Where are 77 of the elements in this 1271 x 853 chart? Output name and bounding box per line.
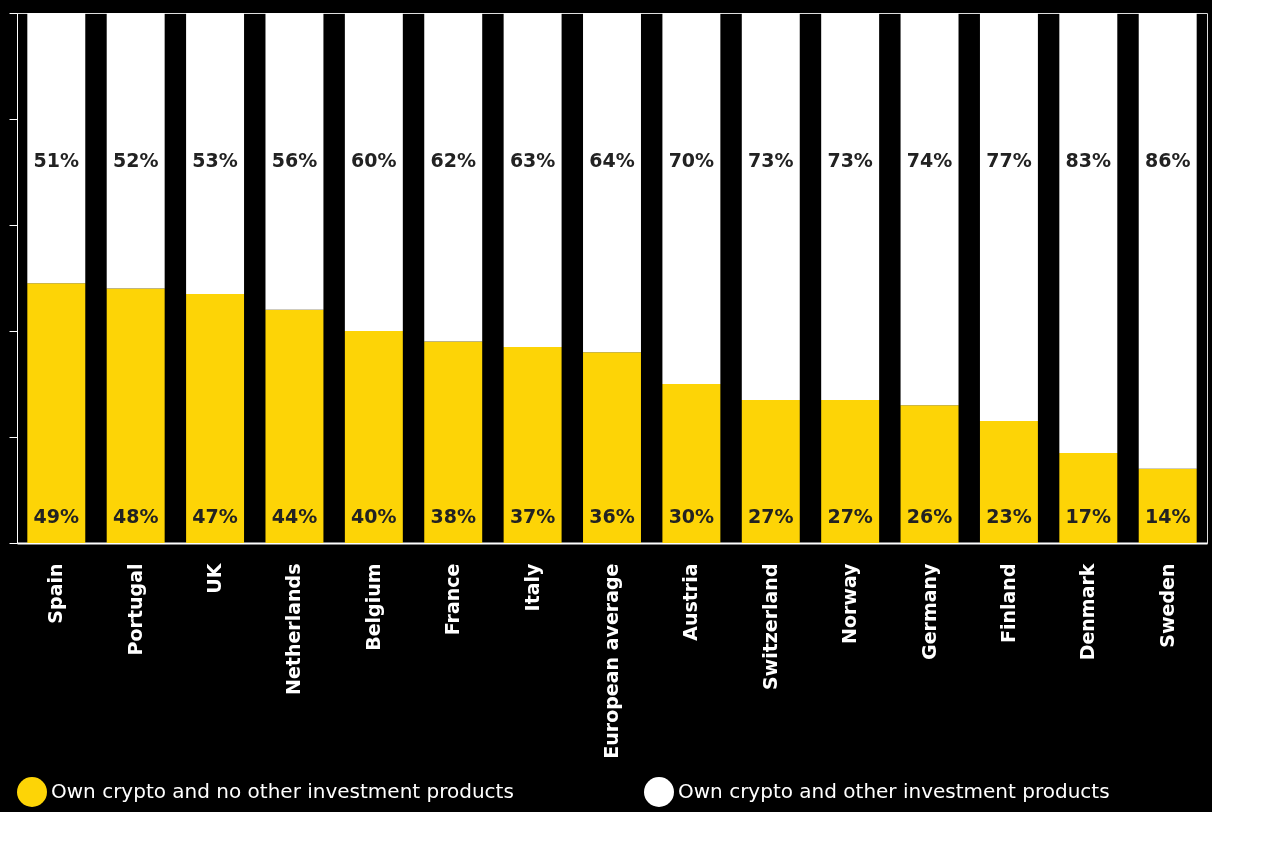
data-label: 30% [668, 505, 715, 527]
data-label: 27% [827, 505, 873, 527]
bar [662, 13, 721, 384]
data-label: 74% [906, 149, 953, 171]
data-label: 17% [1065, 505, 1112, 527]
data-label: 44% [271, 505, 318, 527]
x-tick-label: Spain [44, 563, 67, 624]
data-label: 37% [509, 505, 556, 527]
data-label: 64% [589, 149, 635, 171]
data-label: 49% [33, 505, 80, 527]
legend-label: Own crypto and other investment products [678, 779, 1110, 803]
data-label: 27% [748, 505, 794, 527]
data-label: 52% [112, 149, 159, 171]
data-label: 47% [192, 505, 238, 527]
bar [503, 346, 562, 543]
x-tick-label: Finland [996, 563, 1019, 643]
data-label: 56% [271, 149, 318, 171]
x-tick-label: European average [600, 563, 622, 759]
bar [424, 341, 483, 543]
data-label: 23% [986, 505, 1032, 527]
bar [106, 288, 165, 543]
bar [186, 293, 245, 543]
data-label: 70% [668, 149, 715, 171]
data-label: 73% [748, 149, 794, 171]
bar [265, 309, 324, 543]
bar [1138, 468, 1197, 543]
x-tick-label: France [441, 563, 464, 636]
data-label: 14% [1144, 505, 1191, 527]
data-label: 40% [351, 505, 397, 527]
bar [741, 13, 800, 400]
x-tick-label: Denmark [1076, 563, 1099, 661]
x-tick-label: Switzerland [758, 563, 781, 691]
data-label: 53% [192, 149, 238, 171]
bar [979, 13, 1038, 422]
bar [344, 331, 403, 543]
data-label: 73% [827, 149, 873, 171]
bar [424, 13, 483, 342]
data-label: 77% [986, 149, 1032, 171]
data-label: 83% [1065, 149, 1112, 171]
bar [900, 405, 959, 543]
data-label: 86% [1144, 149, 1191, 171]
bar [106, 13, 165, 289]
legend-label: Own crypto and no other investment products [51, 779, 514, 803]
data-label: 60% [351, 149, 397, 171]
bar [741, 399, 800, 543]
bar [186, 13, 245, 294]
data-label: 63% [509, 149, 556, 171]
x-tick-label: Italy [520, 562, 543, 612]
bar [1059, 452, 1118, 543]
data-label: 26% [906, 505, 953, 527]
bar [583, 13, 641, 353]
x-tick-label: Austria [679, 563, 702, 641]
bar [979, 421, 1038, 543]
x-tick-label: UK [203, 562, 226, 594]
x-tick-label: Norway [838, 562, 861, 644]
bar [27, 283, 86, 543]
bar [662, 384, 721, 543]
data-label: 48% [112, 505, 159, 527]
data-label: 36% [589, 505, 635, 527]
data-label: 62% [430, 149, 476, 171]
bar [821, 399, 880, 543]
bar [1138, 13, 1197, 469]
bar [503, 13, 562, 347]
x-tick-label: Portugal [123, 563, 146, 656]
bar [821, 13, 880, 400]
x-tick-label: Sweden [1155, 563, 1178, 648]
x-tick-label: Netherlands [282, 563, 305, 695]
bar [27, 13, 86, 284]
bar [1059, 13, 1118, 453]
data-label: 51% [33, 149, 80, 171]
bar [583, 352, 641, 543]
data-label: 38% [430, 505, 476, 527]
x-tick-label: Belgium [361, 563, 384, 651]
bar [900, 13, 959, 406]
x-tick-label: Germany [917, 562, 940, 660]
bar [265, 13, 324, 310]
bar [344, 13, 403, 331]
